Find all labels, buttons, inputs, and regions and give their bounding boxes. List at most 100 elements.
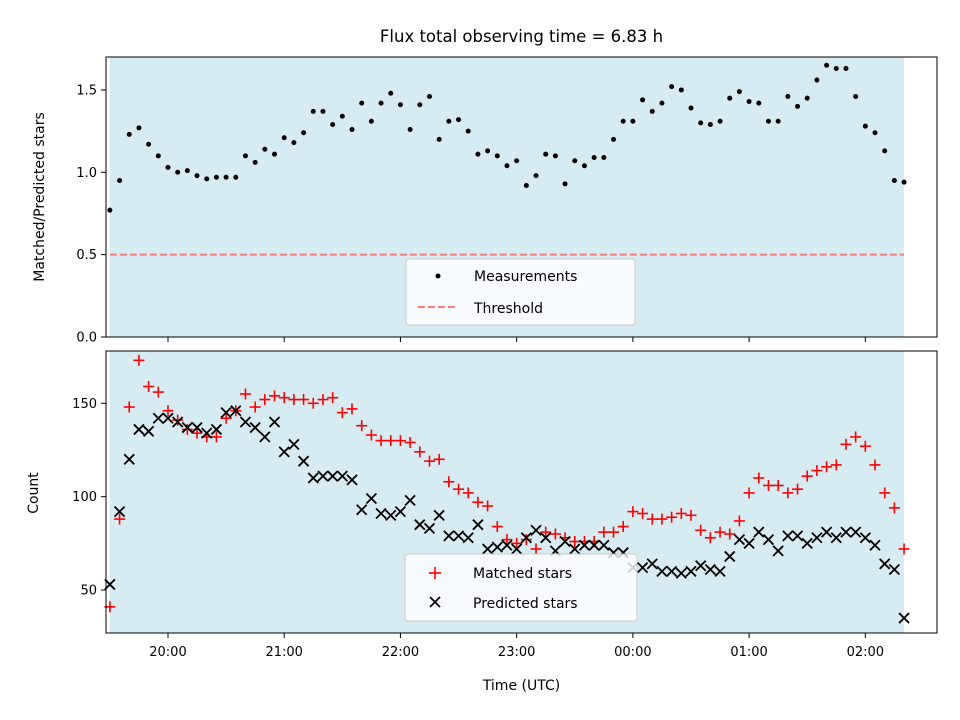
measurement-point xyxy=(746,98,752,104)
measurement-point xyxy=(184,168,190,174)
legend-matched-marker xyxy=(429,567,441,579)
measurement-point xyxy=(330,122,336,128)
matched-star-point xyxy=(511,537,523,549)
measurement-point xyxy=(698,120,704,126)
top-y-ticks: 0.0 0.5 1.0 1.5 xyxy=(76,83,106,346)
matched-star-point xyxy=(453,483,465,495)
matched-star-point xyxy=(375,435,387,447)
predicted-star-point xyxy=(259,431,271,443)
matched-star-point xyxy=(762,479,774,491)
predicted-star-point xyxy=(665,565,678,578)
measurement-point xyxy=(407,126,413,132)
predicted-star-point xyxy=(472,519,484,531)
measurement-point xyxy=(523,182,529,188)
predicted-star-point xyxy=(675,567,687,579)
measurement-point xyxy=(485,148,491,154)
matched-star-point xyxy=(675,507,687,519)
matched-star-point xyxy=(598,526,610,538)
measurement-point xyxy=(397,102,403,108)
predicted-star-point xyxy=(743,537,755,549)
matched-star-point xyxy=(549,528,561,540)
bottom-x-ticks: 20:00 21:00 22:00 23:00 00:00 01:00 02:00 xyxy=(149,633,884,660)
matched-star-point xyxy=(288,394,300,406)
measurement-point xyxy=(552,153,558,159)
predicted-star-point xyxy=(152,412,164,424)
measurement-point xyxy=(446,118,452,124)
matched-star-point xyxy=(307,397,319,409)
predicted-star-point xyxy=(249,421,261,434)
matched-star-point xyxy=(298,394,310,406)
predicted-star-point xyxy=(685,565,697,578)
predicted-star-point xyxy=(385,509,397,521)
predicted-star-point xyxy=(365,492,378,505)
bottom-y-tick-label: 50 xyxy=(80,584,97,599)
predicted-star-point xyxy=(268,416,281,428)
matched-star-point xyxy=(433,453,445,465)
x-tick-label: 00:00 xyxy=(614,645,651,660)
measurement-point xyxy=(223,174,229,180)
predicted-star-point xyxy=(772,545,784,557)
measurement-point xyxy=(765,118,771,124)
predicted-star-point xyxy=(181,421,193,434)
matched-star-point xyxy=(753,472,765,484)
matched-star-point xyxy=(608,526,620,538)
predicted-star-point xyxy=(191,421,203,434)
legend-measurements-label: Measurements xyxy=(474,269,577,285)
matched-star-point xyxy=(152,386,164,398)
measurement-point xyxy=(262,146,268,152)
measurement-point xyxy=(804,95,810,101)
matched-star-point xyxy=(869,459,881,471)
matched-star-point xyxy=(162,405,174,417)
legend-predicted-marker xyxy=(429,596,441,608)
matched-star-point xyxy=(850,431,862,443)
predicted-star-point xyxy=(869,539,881,551)
measurement-point xyxy=(146,141,152,147)
matched-star-point xyxy=(143,380,155,392)
legend-predicted-label: Predicted stars xyxy=(473,596,578,612)
matched-star-point xyxy=(404,437,416,449)
matched-star-point xyxy=(356,420,368,432)
matched-star-point xyxy=(385,435,397,447)
measurement-point xyxy=(591,154,597,160)
x-tick-label: 23:00 xyxy=(498,645,535,660)
matched-star-point xyxy=(646,513,658,525)
predicted-star-point xyxy=(239,416,252,428)
measurement-point xyxy=(436,136,442,142)
measurement-point xyxy=(252,159,258,165)
x-tick-label: 21:00 xyxy=(265,645,302,660)
measurement-point xyxy=(310,108,316,114)
x-tick-label: 01:00 xyxy=(730,645,767,660)
x-tick-label: 20:00 xyxy=(149,645,186,660)
measurement-point xyxy=(611,136,617,142)
matched-star-point xyxy=(792,483,804,495)
matched-star-point xyxy=(704,532,716,544)
top-x-ticks xyxy=(167,337,866,342)
matched-star-point xyxy=(666,511,678,523)
matched-star-point xyxy=(239,388,251,400)
predicted-star-point xyxy=(898,612,910,624)
matched-star-point xyxy=(627,506,639,518)
matched-star-point xyxy=(501,534,513,546)
measurement-point xyxy=(504,163,510,169)
matched-star-point xyxy=(714,526,726,538)
predicted-star-point xyxy=(113,505,126,518)
predicted-star-point xyxy=(278,446,290,458)
predicted-star-point xyxy=(452,530,465,542)
matched-star-point xyxy=(269,390,281,402)
matched-star-point xyxy=(637,507,649,519)
predicted-star-point xyxy=(423,522,436,535)
bottom-axes-frame xyxy=(105,350,938,634)
measurement-point xyxy=(378,100,384,106)
measurement-point xyxy=(601,154,607,160)
matched-star-point xyxy=(840,438,852,450)
top-y-tick-label: 0.0 xyxy=(76,331,97,346)
predicted-star-point xyxy=(540,532,552,544)
measurement-point xyxy=(795,103,801,109)
matched-star-point xyxy=(821,461,833,473)
predicted-star-point xyxy=(762,533,775,546)
matched-star-point xyxy=(278,392,290,404)
legend-matched-label: Matched stars xyxy=(473,566,572,582)
measurement-point xyxy=(339,113,345,119)
predicted-star-point xyxy=(172,416,184,428)
measurement-point xyxy=(717,118,723,124)
